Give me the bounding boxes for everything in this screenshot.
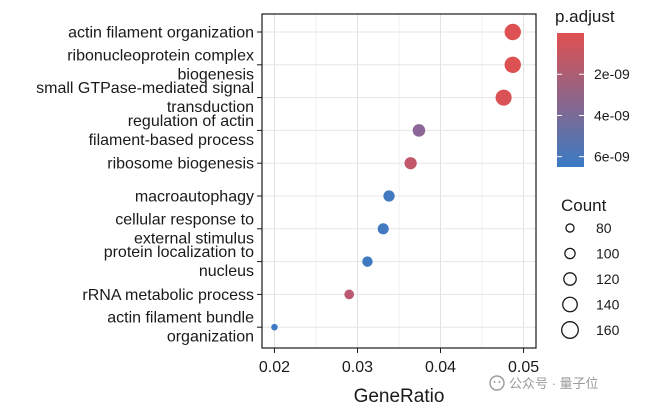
size-legend-label: 140 [596,297,620,313]
data-point [495,89,512,106]
color-legend: p.adjust 2e-09 4e-09 6e-09 [555,7,630,167]
category-label: organization [167,329,254,346]
x-tick-label: 0.02 [259,359,290,376]
size-legend-label: 100 [596,246,620,262]
watermark-text: 公众号 · 量子位 [509,376,599,391]
data-point [404,157,417,170]
x-tick-label: 0.05 [508,359,539,376]
category-label: ribosome biogenesis [107,156,254,173]
x-axis-title: GeneRatio [354,386,445,407]
category-label: ribonucleoprotein complex [67,47,254,64]
size-legend-marker [565,223,575,233]
data-point [383,190,395,202]
size-legend-marker [562,296,578,313]
plot-area [261,13,537,349]
size-legend-label: 80 [596,220,612,236]
size-legend-marker [564,247,576,260]
category-label: nucleus [199,263,254,280]
wechat-icon-eye-right [498,381,501,383]
data-point [344,289,355,300]
data-point [504,23,521,41]
category-label: cellular response to [115,211,254,228]
data-point [362,256,373,267]
category-label: regulation of actin [128,113,254,130]
data-point [271,323,278,331]
size-legend-label: 120 [596,271,620,287]
color-legend-label: 4e-09 [594,107,630,123]
size-legend-marker [561,321,579,339]
color-legend-bar [557,33,584,167]
watermark: 公众号 · 量子位 [489,375,599,391]
category-label: protein localization to [104,244,254,261]
x-axis: 0.02 0.03 0.04 0.05 [259,348,539,376]
category-label: transduction [167,99,254,116]
category-label: small GTPase-mediated signal [36,80,254,97]
category-label: rRNA metabolic process [82,287,254,304]
category-label: actin filament bundle [107,310,254,327]
plot-border [261,13,537,349]
wechat-icon-eye-left [493,381,496,383]
x-tick-label: 0.04 [425,359,456,376]
category-label: biogenesis [178,66,255,83]
size-legend: Count 80 100 120 140 160 [561,196,620,339]
color-legend-label: 6e-09 [594,149,630,165]
category-label: external stimulus [134,230,254,247]
data-point [504,56,521,73]
category-label: filament-based process [89,132,254,149]
data-point [377,223,389,235]
data-point [412,124,426,137]
category-labels: actin filament organization ribonucleopro… [36,25,262,346]
category-label: macroautophagy [135,189,254,206]
color-legend-title: p.adjust [555,7,615,26]
size-legend-title: Count [561,196,607,215]
size-legend-marker [563,272,577,286]
size-legend-label: 160 [596,322,620,338]
category-label: actin filament organization [68,25,254,42]
wechat-icon [489,375,505,391]
x-tick-label: 0.03 [342,359,373,376]
color-legend-label: 2e-09 [594,66,630,82]
